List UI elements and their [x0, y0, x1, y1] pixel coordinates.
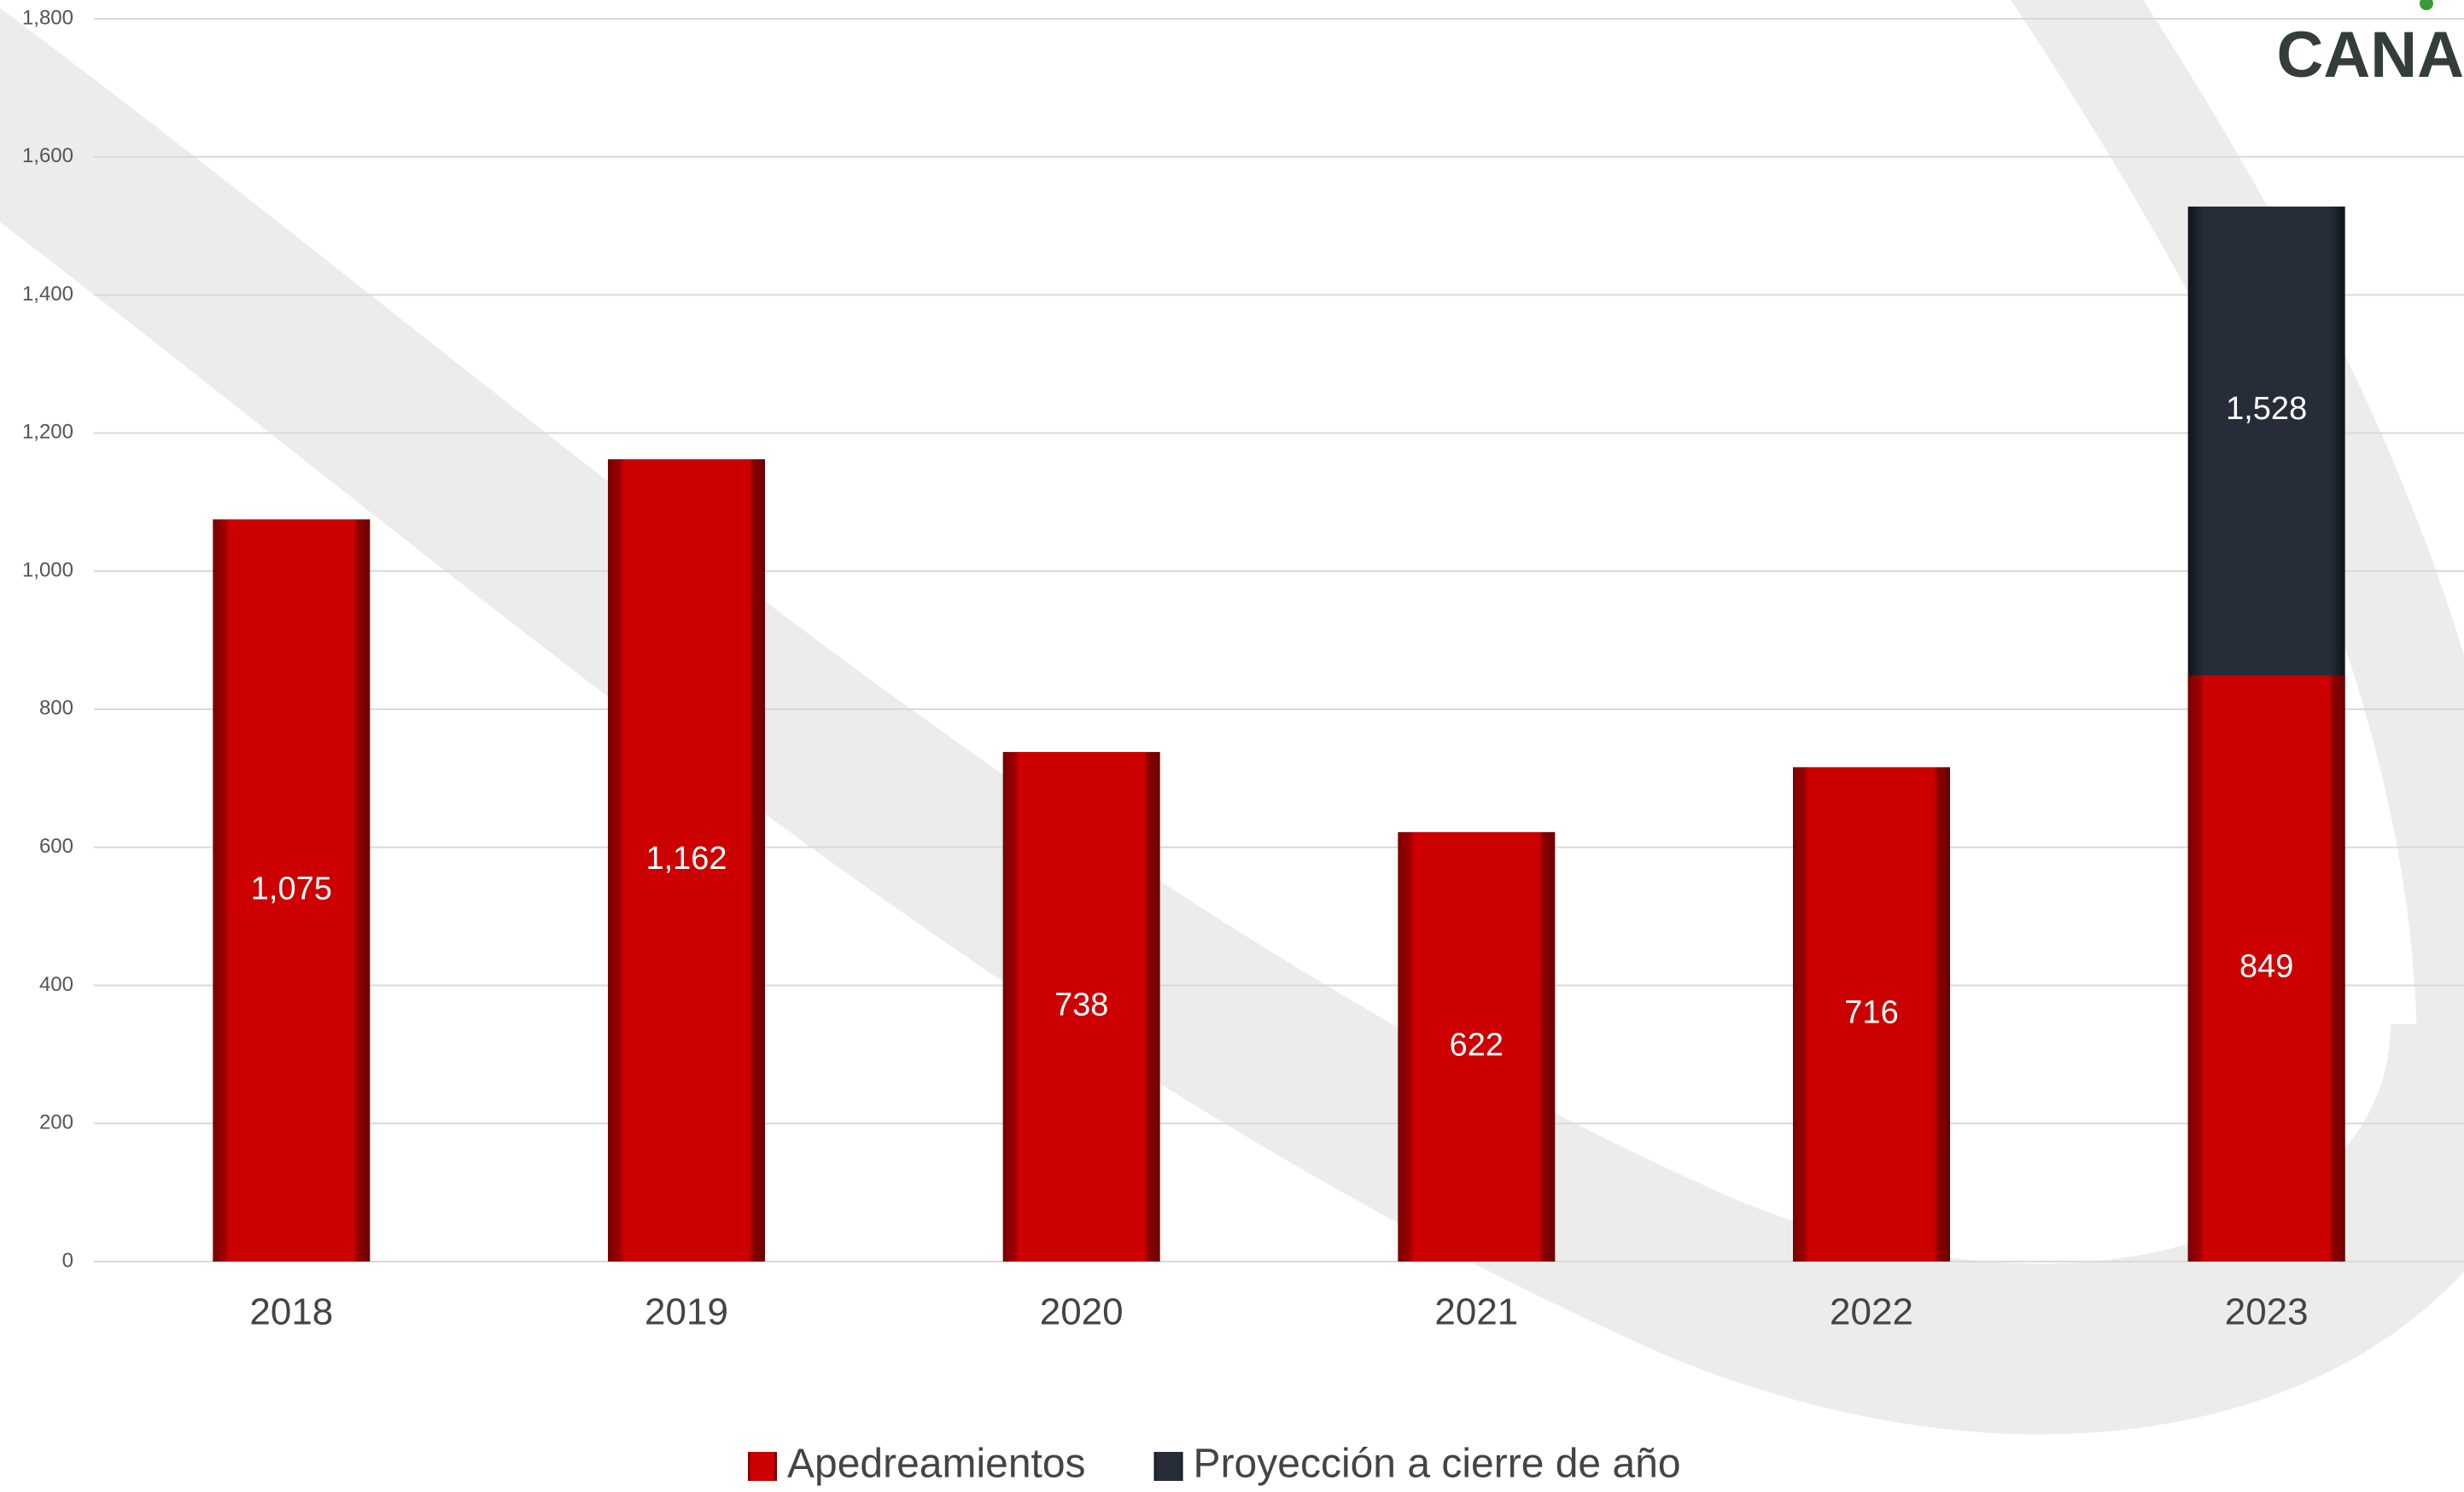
x-tick-label: 2018 — [249, 1291, 333, 1333]
value-label: 738 — [1054, 988, 1108, 1023]
value-label: 1,075 — [251, 871, 332, 906]
value-label: 1,528 — [2226, 391, 2307, 427]
y-tick-label: 1,600 — [22, 144, 73, 167]
bar — [213, 519, 371, 1262]
legend-swatch — [1153, 1452, 1183, 1481]
y-tick-label: 400 — [39, 973, 73, 996]
x-tick-label: 2019 — [645, 1291, 728, 1333]
value-label: 716 — [1844, 994, 1898, 1030]
y-tick-label: 1,800 — [22, 6, 73, 29]
bar — [1002, 752, 1160, 1262]
x-tick-label: 2023 — [2225, 1291, 2309, 1333]
value-label: 1,162 — [645, 841, 727, 877]
logo-dot — [2420, 0, 2433, 10]
legend-label: Apedreamientos — [787, 1442, 1086, 1487]
bar — [1793, 766, 1950, 1262]
y-tick-label: 1,400 — [22, 283, 73, 306]
y-tick-label: 800 — [39, 696, 73, 720]
y-tick-label: 1,000 — [22, 558, 73, 581]
bar — [1398, 831, 1556, 1262]
bar — [2187, 675, 2345, 1262]
y-tick-label: 200 — [39, 1111, 73, 1134]
x-tick-label: 2022 — [1830, 1291, 1913, 1333]
y-tick-label: 600 — [39, 835, 73, 858]
legend-label: Proyección a cierre de año — [1194, 1442, 1681, 1487]
value-label: 849 — [2239, 949, 2293, 985]
value-label: 622 — [1450, 1027, 1504, 1063]
bar — [608, 459, 765, 1262]
background-swoosh — [2011, 0, 2464, 1195]
legend-swatch — [748, 1452, 777, 1481]
x-tick-label: 2021 — [1434, 1291, 1518, 1333]
y-tick-label: 0 — [62, 1249, 73, 1272]
logo: CANA — [2276, 19, 2464, 91]
y-tick-label: 1,200 — [22, 421, 73, 444]
x-tick-label: 2020 — [1040, 1291, 1124, 1333]
